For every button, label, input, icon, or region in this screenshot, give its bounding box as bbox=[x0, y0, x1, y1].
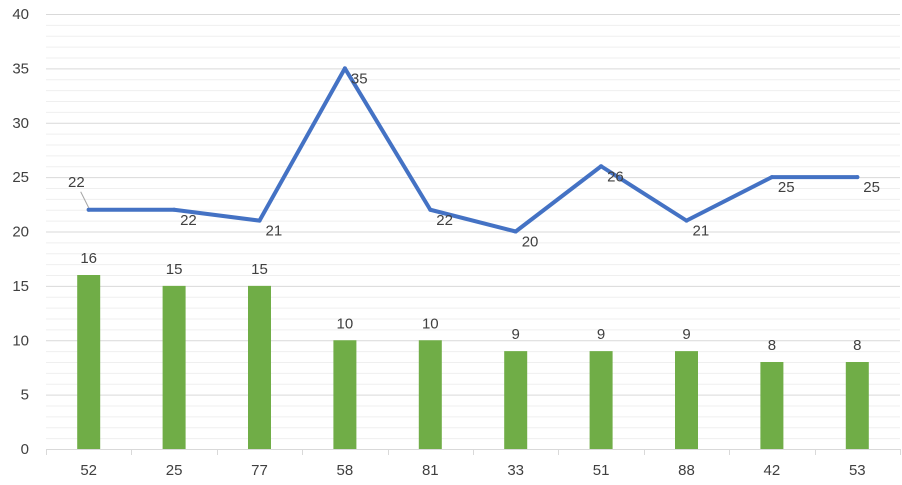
line-data-label: 25 bbox=[778, 179, 795, 196]
label-leader-line bbox=[80, 191, 90, 208]
x-tick-label: 77 bbox=[251, 462, 268, 479]
line-point bbox=[769, 175, 774, 180]
x-tick-label: 52 bbox=[80, 462, 97, 479]
x-tick-label: 81 bbox=[422, 462, 439, 479]
line-point bbox=[428, 207, 433, 212]
bar-series bbox=[77, 275, 869, 449]
line-data-label: 22 bbox=[436, 212, 453, 229]
bar-data-label: 15 bbox=[166, 261, 183, 278]
line-point bbox=[513, 229, 518, 234]
bar bbox=[77, 275, 101, 449]
bar bbox=[248, 285, 271, 449]
bar bbox=[845, 362, 869, 449]
bar bbox=[675, 351, 698, 449]
grid bbox=[46, 14, 900, 440]
data-labels: 16 15 15 10 10 9 9 9 8 8 22 22 21 35 22 20 26 21 25 25 bbox=[68, 70, 880, 354]
line-point bbox=[342, 66, 347, 71]
bar-data-label: 9 bbox=[682, 326, 690, 343]
bar-data-label: 8 bbox=[768, 337, 776, 354]
line-point bbox=[855, 175, 860, 180]
line-point bbox=[257, 218, 262, 223]
bar bbox=[162, 285, 186, 449]
line-point bbox=[599, 164, 604, 169]
line-series bbox=[86, 66, 860, 234]
line-data-label: 26 bbox=[607, 168, 624, 185]
x-tick-label: 25 bbox=[166, 462, 183, 479]
line-point bbox=[684, 218, 689, 223]
bar-data-label: 16 bbox=[80, 250, 97, 267]
bar-data-label: 9 bbox=[597, 326, 605, 343]
x-tick-label: 88 bbox=[678, 462, 695, 479]
line-point bbox=[172, 207, 177, 212]
bar bbox=[504, 351, 528, 449]
line-data-label: 22 bbox=[68, 174, 85, 191]
bar-data-label: 15 bbox=[251, 261, 268, 278]
line-data-label: 21 bbox=[266, 223, 283, 240]
line-data-label: 20 bbox=[522, 234, 539, 251]
line-series-path bbox=[86, 66, 860, 234]
x-tick-label: 58 bbox=[337, 462, 354, 479]
bar-data-label: 8 bbox=[853, 337, 861, 354]
bar bbox=[589, 351, 613, 449]
y-tick-label: 10 bbox=[12, 332, 29, 349]
y-tick-label: 15 bbox=[12, 278, 29, 295]
x-tick-label: 42 bbox=[764, 462, 781, 479]
line-data-label: 21 bbox=[693, 223, 710, 240]
line-data-label: 25 bbox=[863, 179, 880, 196]
x-tick-label: 53 bbox=[849, 462, 866, 479]
y-tick-label: 0 bbox=[21, 441, 29, 458]
bar-data-label: 10 bbox=[422, 315, 439, 332]
y-tick-label: 20 bbox=[12, 224, 29, 241]
y-tick-label: 5 bbox=[21, 387, 29, 404]
y-tick-label: 40 bbox=[12, 6, 29, 23]
line-data-label: 35 bbox=[351, 70, 368, 87]
bar bbox=[760, 362, 784, 449]
y-tick-label: 35 bbox=[12, 60, 29, 77]
line-point bbox=[86, 207, 91, 212]
line-data-label: 22 bbox=[180, 212, 197, 229]
bar bbox=[418, 340, 442, 449]
y-tick-label: 25 bbox=[12, 169, 29, 186]
x-tick-label: 33 bbox=[507, 462, 524, 479]
bar-data-label: 10 bbox=[337, 315, 354, 332]
y-tick-label: 30 bbox=[12, 115, 29, 132]
bar-data-label: 9 bbox=[512, 326, 520, 343]
x-tick-label: 51 bbox=[593, 462, 610, 479]
bar bbox=[333, 340, 357, 449]
